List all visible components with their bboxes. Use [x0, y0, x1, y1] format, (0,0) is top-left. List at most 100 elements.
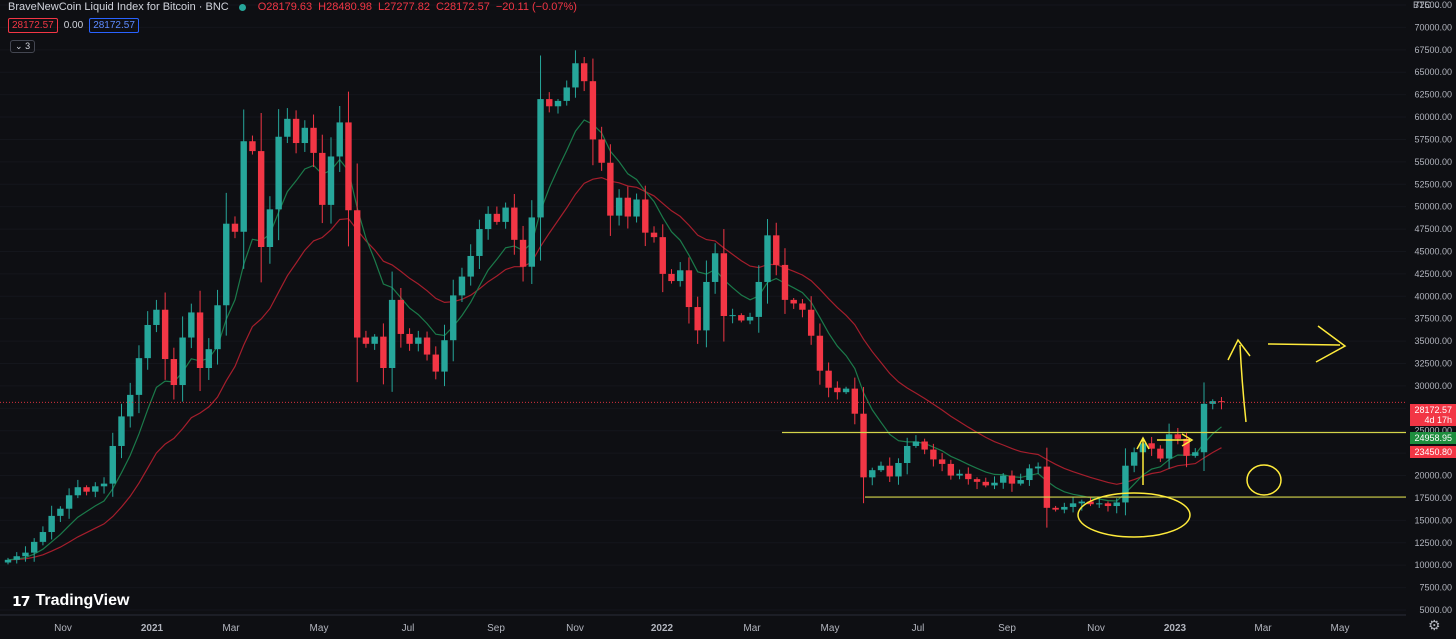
candle-body	[738, 315, 745, 321]
candle-body	[406, 333, 413, 344]
candle-body	[310, 127, 317, 153]
candle-body	[607, 162, 614, 216]
candle-body	[860, 413, 867, 478]
candle-body	[1174, 434, 1182, 439]
candle-body	[266, 209, 274, 247]
chart-header: BraveNewCoin Liquid Index for Bitcoin · …	[8, 0, 577, 14]
candle-body	[1157, 448, 1164, 459]
candle-body	[30, 541, 38, 553]
ema-slow-path	[7, 176, 1222, 561]
time-tick-label: Sep	[487, 623, 505, 634]
candle-body	[799, 303, 806, 310]
candle-body	[48, 515, 55, 533]
price-tick-label: 10000.00	[1414, 560, 1452, 570]
price-tick-label: 25000.00	[1414, 426, 1452, 436]
candle-body	[170, 359, 178, 386]
annotation-circle-retest[interactable]	[1246, 464, 1282, 496]
candle-body	[275, 136, 282, 210]
candle-body	[764, 235, 771, 282]
candle-body	[615, 197, 623, 216]
candle-body	[22, 552, 29, 557]
candles	[4, 50, 1225, 565]
time-tick-label: Nov	[566, 623, 584, 634]
tradingview-logo[interactable]: 𝟭𝟳 TradingView	[12, 592, 129, 610]
candle-body	[633, 199, 640, 217]
candle-body	[825, 370, 832, 388]
time-tick-label: Mar	[1254, 623, 1272, 634]
candle-body	[144, 324, 151, 359]
candle-body	[729, 315, 736, 317]
price-tick-label: 47500.00	[1414, 224, 1452, 234]
annotation-arrow-up-large[interactable]	[1227, 338, 1251, 423]
ema-slow-line	[7, 176, 1222, 561]
candle-body	[1218, 401, 1225, 403]
candle-body	[711, 253, 719, 282]
candle-body	[807, 309, 815, 336]
candle-body	[240, 141, 247, 232]
candle-body	[677, 270, 684, 282]
price-tick-label: 42500.00	[1414, 269, 1452, 279]
candle-body	[100, 483, 108, 487]
candle-body	[397, 299, 405, 334]
time-tick-label: May	[310, 623, 329, 634]
candle-body	[502, 207, 509, 222]
candle-body	[336, 122, 343, 157]
candle-body	[834, 387, 841, 393]
candle-body	[441, 340, 448, 372]
annotation-arrow-up-small[interactable]	[1136, 436, 1150, 485]
annotation-arrow-right-small[interactable]	[1157, 433, 1194, 447]
chevron-down-icon: ⌄	[1433, 0, 1442, 10]
symbol-title[interactable]: BraveNewCoin Liquid Index for Bitcoin · …	[8, 1, 229, 13]
candle-body	[205, 349, 212, 368]
market-status-icon	[238, 3, 246, 11]
candle-body	[1043, 466, 1051, 508]
ema-slow-marker	[1410, 446, 1456, 458]
candle-body	[13, 556, 20, 560]
price-tick-label: 52500.00	[1414, 179, 1452, 189]
candle-body	[214, 305, 221, 350]
gear-icon[interactable]: ⚙	[1428, 617, 1441, 633]
last-price-value: 28172.57	[1414, 405, 1452, 415]
candle-body	[415, 337, 422, 344]
ema-fast-marker	[1410, 432, 1456, 444]
annotation-circle-bottom[interactable]	[1077, 492, 1191, 538]
candle-body	[650, 232, 658, 238]
hand-drawn-annotations[interactable]	[1077, 325, 1347, 538]
time-axis-background[interactable]	[0, 615, 1406, 639]
candle-body	[458, 276, 466, 296]
annotation-arrow-right-large[interactable]	[1267, 325, 1347, 363]
price-tick-label: 12500.00	[1414, 538, 1452, 548]
candle-body	[39, 532, 47, 542]
ema-fast-path	[7, 119, 1222, 561]
candle-body	[83, 487, 90, 492]
candle-body	[301, 127, 309, 144]
currency-selector[interactable]: BTC ⌄	[1413, 0, 1441, 11]
buy-button[interactable]: 28172.57	[89, 18, 139, 33]
indicators-toggle-button[interactable]: ⌄ 3	[10, 40, 36, 53]
candle-body	[153, 309, 160, 325]
candle-body	[703, 281, 710, 331]
time-tick-label: Nov	[1087, 623, 1105, 634]
candle-body	[57, 508, 64, 516]
support-resistance-lines[interactable]	[782, 431, 1408, 498]
candle-body	[598, 139, 605, 163]
price-axis-background[interactable]	[1406, 0, 1456, 639]
candle-body	[371, 336, 378, 344]
candle-body	[327, 156, 335, 205]
price-tick-label: 37500.00	[1414, 314, 1452, 324]
candle-body	[624, 197, 632, 217]
candle-body	[755, 281, 762, 317]
candle-body	[1052, 507, 1059, 510]
candle-body	[450, 295, 457, 341]
time-tick-label: Mar	[222, 623, 240, 634]
ohlc-high: H28480.98	[318, 1, 372, 13]
price-tick-label: 35000.00	[1414, 336, 1452, 346]
candle-body	[563, 87, 570, 101]
candle-body	[231, 223, 239, 232]
ema-fast-line	[7, 119, 1222, 561]
sell-button[interactable]: 28172.57	[8, 18, 58, 33]
time-tick-label: Jul	[402, 623, 415, 634]
candle-body	[1148, 443, 1155, 449]
candle-body	[519, 239, 527, 267]
